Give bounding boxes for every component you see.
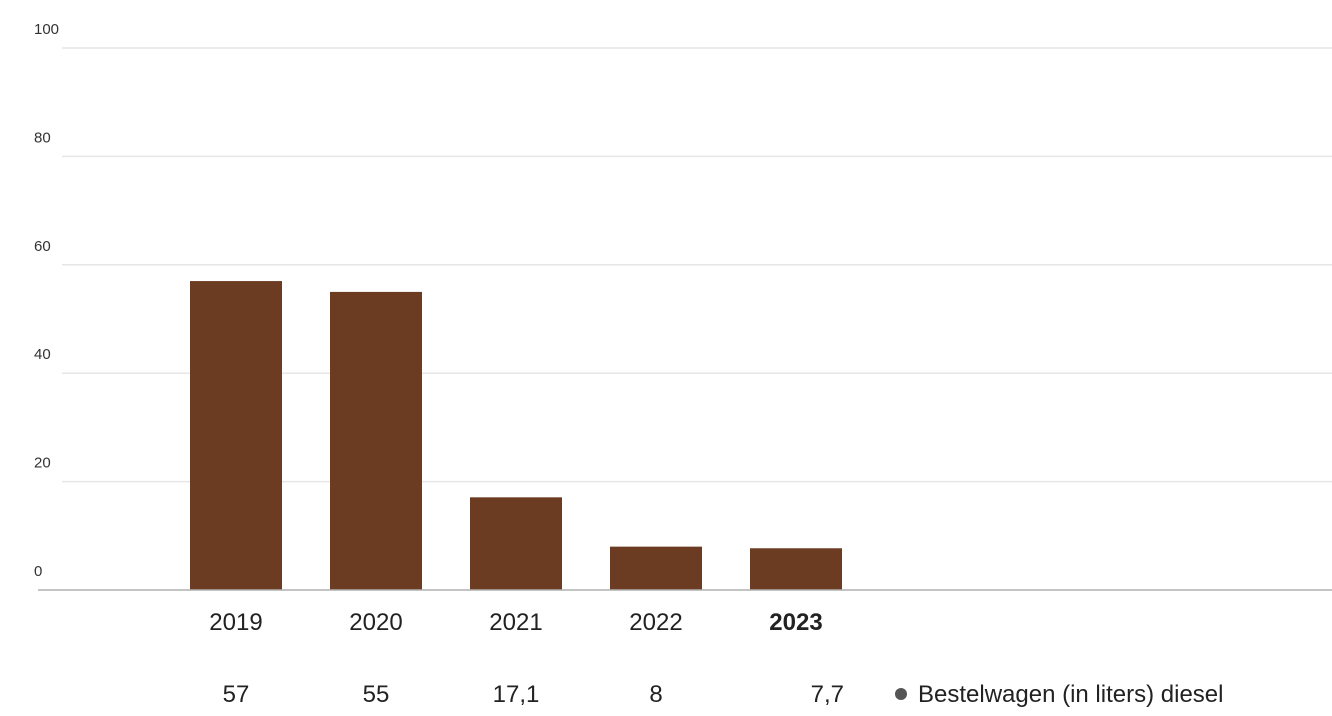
x-category-label: 2020 [349,609,402,636]
value-label: 57 [223,681,250,708]
y-tick-label: 20 [34,455,51,472]
y-tick-label: 40 [34,346,51,363]
legend-label: Bestelwagen (in liters) diesel [918,681,1223,708]
bar-2023 [750,548,842,590]
legend: Bestelwagen (in liters) diesel [895,681,1223,708]
value-labels-row: 57 55 17,1 8 7,7 [223,681,844,708]
bars [190,281,842,590]
value-label: 55 [363,681,390,708]
y-tick-label: 60 [34,238,51,255]
y-axis-tick-labels: 0 20 40 60 80 100 [34,21,59,580]
x-category-label: 2019 [209,609,262,636]
x-axis-category-labels: 2019 2020 2021 2022 2023 [209,609,822,636]
value-label: 7,7 [811,681,844,708]
bar-2019 [190,281,282,590]
value-label: 8 [649,681,662,708]
y-tick-label: 80 [34,129,51,146]
legend-marker [895,688,907,700]
x-category-label: 2022 [629,609,682,636]
bar-2022 [610,546,702,590]
bar-2021 [470,497,562,590]
bar-2020 [330,291,422,590]
x-category-label: 2023 [769,609,822,636]
y-tick-label: 100 [34,21,59,38]
x-category-label: 2021 [489,609,542,636]
y-tick-label: 0 [34,563,42,580]
value-label: 17,1 [493,681,540,708]
